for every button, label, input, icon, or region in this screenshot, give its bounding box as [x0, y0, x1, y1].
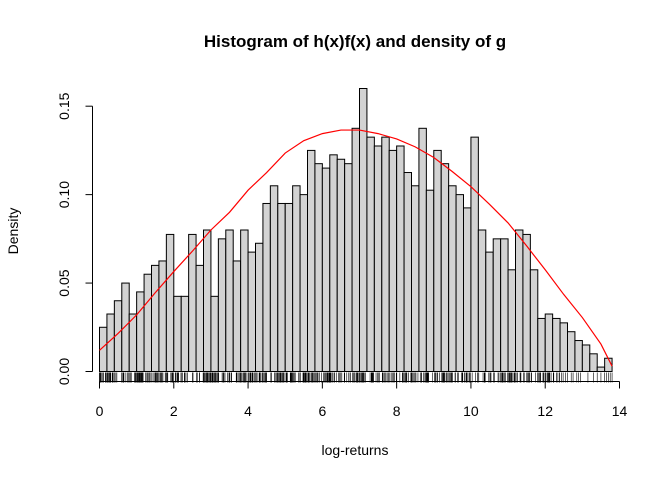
- histogram-bar: [418, 127, 427, 372]
- x-axis: 0 2 4 6 8 10 12 14: [96, 381, 628, 419]
- histogram-bar: [373, 145, 383, 372]
- y-tick-label: 0.10: [56, 181, 72, 208]
- histogram-bar: [321, 167, 331, 372]
- histogram-bar: [314, 163, 323, 372]
- histogram-bar: [455, 194, 465, 372]
- x-tick-label: 4: [244, 403, 252, 419]
- histogram-bar: [188, 233, 197, 372]
- histogram-bar: [470, 136, 479, 372]
- y-tick-label: 0.15: [56, 92, 72, 119]
- histogram-bar: [180, 295, 190, 372]
- histogram-bar: [173, 295, 182, 372]
- y-tick-label: 0.00: [56, 358, 72, 385]
- histogram-bar: [463, 207, 472, 372]
- histogram-bar: [596, 366, 606, 372]
- histogram-bar: [344, 163, 353, 372]
- histogram-bar: [425, 189, 435, 372]
- rug-marks: [99, 372, 613, 383]
- histogram-bar: [195, 264, 204, 372]
- histogram-bar: [381, 136, 390, 372]
- histogram-bar: [581, 344, 591, 372]
- histogram-bar: [136, 291, 145, 372]
- histogram-bar: [351, 127, 361, 372]
- histogram-bar: [269, 185, 279, 372]
- histogram-bar: [165, 233, 175, 372]
- histogram-bar: [210, 295, 219, 372]
- histogram-bar: [485, 251, 494, 372]
- y-axis: 0.00 0.05 0.10 0.15: [56, 92, 93, 385]
- histogram-bar: [336, 158, 346, 372]
- x-axis-label: log-returns: [322, 442, 389, 458]
- histogram-bar: [203, 229, 212, 372]
- histogram-bar: [128, 313, 138, 372]
- histogram-bar: [559, 322, 568, 372]
- y-axis-label: Density: [5, 208, 21, 255]
- x-tick-label: 8: [393, 403, 401, 419]
- histogram-bar: [225, 229, 234, 372]
- histogram-bar: [522, 233, 531, 372]
- histogram-bar: [307, 149, 316, 372]
- histogram-bar: [574, 340, 583, 372]
- histogram-bar: [440, 163, 450, 372]
- x-tick-label: 14: [612, 403, 628, 419]
- histogram-bar: [121, 282, 130, 372]
- x-tick-label: 12: [537, 403, 553, 419]
- x-tick-label: 6: [318, 403, 326, 419]
- histogram-bar: [589, 353, 598, 372]
- histogram-bar: [277, 202, 286, 372]
- density-curve: [99, 129, 613, 367]
- histogram-bar: [529, 269, 539, 372]
- histogram-bar: [262, 202, 271, 372]
- x-tick-label: 2: [170, 403, 178, 419]
- histogram-bar: [388, 149, 398, 372]
- histogram-bar: [500, 238, 509, 372]
- x-tick-label: 10: [463, 403, 479, 419]
- histogram-bar: [396, 145, 405, 372]
- histogram-bar: [240, 229, 249, 372]
- histogram-bar: [247, 251, 256, 372]
- histogram-bar: [552, 317, 561, 372]
- histogram-bar: [507, 269, 517, 372]
- histogram-bars: [99, 88, 613, 372]
- y-tick-label: 0.05: [56, 269, 72, 296]
- histogram-bar: [567, 331, 576, 372]
- histogram-bar: [544, 313, 554, 372]
- histogram-bar: [433, 149, 442, 372]
- histogram-bar: [492, 238, 502, 372]
- histogram-bar: [255, 242, 264, 372]
- histogram-bar: [232, 260, 242, 372]
- histogram-bar: [403, 172, 413, 372]
- histogram-bar: [515, 229, 524, 372]
- histogram-bar: [299, 194, 309, 372]
- histogram-bar: [217, 238, 227, 372]
- histogram-bar: [292, 185, 301, 372]
- histogram-bar: [143, 273, 152, 372]
- histogram-bar: [366, 136, 375, 372]
- x-tick-label: 0: [96, 403, 104, 419]
- chart-title: Histogram of h(x)f(x) and density of g: [204, 32, 506, 51]
- histogram-bar: [537, 317, 546, 372]
- histogram-bar: [151, 264, 160, 372]
- histogram-bar: [329, 154, 338, 372]
- histogram-bar: [448, 185, 457, 372]
- histogram-bar: [411, 185, 420, 372]
- histogram-bar: [158, 260, 167, 372]
- histogram-bar: [284, 202, 294, 372]
- histogram-bar: [477, 229, 487, 372]
